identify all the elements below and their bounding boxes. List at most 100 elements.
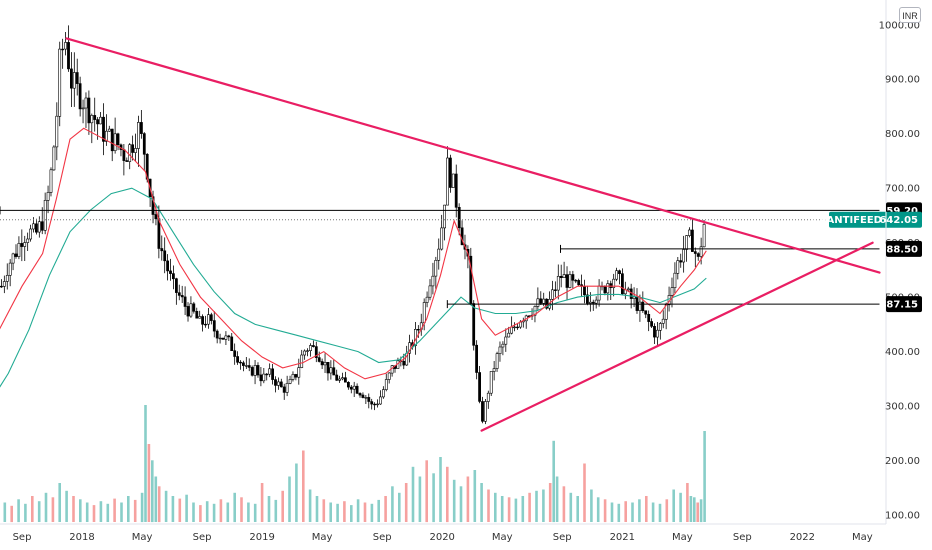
volume-bar [219, 499, 223, 523]
volume-bar [24, 503, 27, 522]
candle-body [96, 119, 100, 125]
candle-body [303, 350, 307, 356]
candle [84, 92, 88, 128]
candle-body [163, 250, 167, 262]
candle [131, 135, 135, 161]
currency-badge[interactable]: INR [899, 7, 921, 23]
candle-body [349, 386, 353, 390]
candle-body [693, 251, 697, 254]
price-axis-tick-label: 1000.00 [879, 20, 920, 31]
candle-body [84, 97, 88, 109]
volume-bar [555, 476, 559, 522]
candle [609, 280, 613, 300]
volume-bar [157, 486, 161, 523]
candle [20, 229, 24, 262]
time-axis-tick-label: 2019 [249, 532, 274, 543]
candle-body [250, 367, 254, 376]
last-price-tag-bg [829, 211, 922, 228]
candle [370, 398, 374, 410]
volume-bar [672, 489, 675, 522]
candle [475, 340, 479, 380]
candle-body [416, 328, 420, 331]
candle-body [87, 97, 91, 124]
trendlines[interactable] [65, 37, 881, 432]
candle-body [542, 298, 546, 304]
candle-body [52, 146, 56, 171]
volume-bar [31, 496, 34, 522]
candle [137, 115, 140, 167]
candle [242, 360, 245, 372]
candle [314, 341, 318, 363]
candle [693, 247, 697, 268]
candle [236, 351, 240, 365]
candle [311, 340, 315, 348]
candle [364, 395, 368, 404]
candle [309, 343, 312, 357]
candle [90, 113, 94, 144]
candle [504, 328, 508, 352]
volume-bar [164, 490, 168, 522]
time-axis-tick-label: 2020 [429, 532, 454, 543]
volume-bar [267, 496, 271, 522]
candle-body [134, 148, 137, 153]
candle-body [489, 371, 493, 394]
candle [451, 173, 455, 188]
volume-bar [583, 463, 586, 522]
candle-body [478, 372, 482, 402]
candle [17, 236, 21, 260]
candle-body [501, 343, 505, 348]
candle [195, 307, 199, 319]
candle [317, 351, 321, 363]
time-axis-tick-label: Sep [193, 532, 212, 543]
candle [495, 351, 499, 372]
candle [688, 227, 691, 238]
volume-bar [205, 501, 209, 522]
volume-bar [92, 505, 96, 522]
volume-bar [500, 496, 504, 522]
candle [107, 125, 111, 132]
candle-body [58, 48, 62, 117]
candle [690, 218, 694, 252]
candle [612, 273, 616, 297]
price-axis-tick-label: 900.00 [885, 75, 920, 86]
candle-body [227, 335, 231, 338]
candle-body [294, 374, 298, 378]
candle-body [481, 401, 484, 422]
volume-bar [562, 486, 566, 523]
volume-bar [665, 499, 669, 523]
candle-body [215, 330, 219, 339]
volume-bar [596, 497, 600, 522]
candle-body [673, 272, 677, 289]
volume-bar [610, 502, 614, 522]
candle [285, 375, 289, 397]
candle-body [457, 207, 461, 229]
volume-bar [17, 499, 20, 523]
candle [343, 371, 347, 383]
horizontal-levels[interactable] [0, 206, 886, 309]
volume-bar [178, 498, 182, 522]
candle-body [279, 381, 283, 388]
candle [641, 291, 645, 313]
candle [26, 232, 30, 251]
time-axis[interactable]: Sep 2018 May Sep 2019 May Sep 2020 May Sep 2021 May… [13, 532, 873, 543]
candle-body [276, 381, 280, 386]
volume-bar [106, 503, 110, 522]
symbol-name-label: AVANTIFEED [812, 215, 882, 226]
candle-body [585, 294, 589, 304]
candle-body [510, 326, 514, 334]
volume-bar [689, 496, 693, 522]
candle-body [454, 173, 458, 208]
candle [437, 238, 441, 270]
candle [113, 117, 117, 154]
candle [52, 145, 56, 171]
volume-bar [521, 496, 525, 522]
price-candles [0, 25, 706, 425]
candle [367, 393, 371, 409]
candle [5, 263, 9, 290]
candle-body [387, 372, 391, 380]
candle [335, 369, 339, 381]
candle-body [504, 336, 508, 345]
time-axis-tick-label: May [672, 532, 693, 543]
volume-bar [240, 497, 243, 522]
